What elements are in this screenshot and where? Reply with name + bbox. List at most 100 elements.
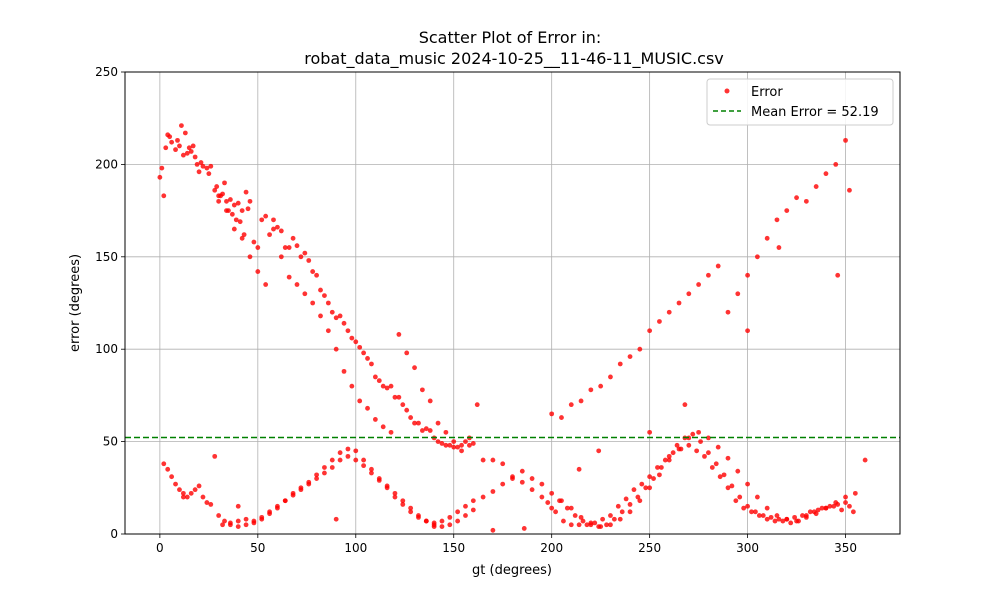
- error-point: [416, 420, 421, 426]
- error-point: [329, 309, 335, 315]
- error-point: [233, 217, 239, 223]
- error-point: [263, 282, 269, 287]
- error-point: [400, 502, 406, 507]
- error-point: [222, 180, 227, 186]
- error-point: [325, 328, 331, 334]
- error-point: [561, 518, 566, 524]
- error-point: [235, 518, 241, 524]
- error-point: [419, 387, 425, 393]
- x-tick-label: 200: [540, 541, 563, 555]
- error-point: [208, 163, 214, 169]
- error-point: [657, 472, 662, 478]
- error-point: [333, 315, 339, 321]
- error-point: [204, 165, 210, 171]
- error-point: [235, 200, 241, 206]
- error-point: [404, 407, 410, 413]
- error-point: [588, 387, 594, 393]
- error-point: [745, 328, 750, 334]
- error-point: [443, 429, 449, 435]
- error-point: [267, 509, 272, 515]
- legend-label-mean: Mean Error = 52.19: [751, 105, 879, 120]
- error-point: [204, 500, 210, 505]
- error-point: [447, 522, 453, 528]
- x-tick-label: 50: [250, 541, 265, 555]
- error-point: [179, 123, 184, 128]
- error-point: [553, 509, 558, 515]
- error-point: [314, 476, 319, 481]
- error-point: [572, 513, 578, 518]
- error-point: [578, 514, 584, 520]
- error-point: [559, 415, 564, 420]
- error-point: [361, 463, 367, 469]
- error-point: [819, 505, 825, 511]
- error-point: [159, 165, 165, 171]
- error-point: [847, 187, 852, 193]
- error-point: [427, 398, 433, 404]
- error-point: [216, 198, 222, 204]
- error-point: [175, 137, 180, 143]
- error-point: [666, 457, 672, 463]
- error-point: [337, 450, 343, 456]
- error-point: [772, 518, 778, 524]
- error-point: [369, 470, 374, 476]
- error-point: [713, 461, 719, 467]
- x-tick-label: 0: [156, 541, 164, 555]
- error-point: [500, 461, 506, 467]
- error-point: [721, 472, 727, 478]
- error-point: [408, 415, 414, 420]
- error-point: [318, 313, 323, 319]
- error-point: [361, 350, 367, 356]
- error-point: [745, 272, 750, 278]
- error-point: [833, 162, 839, 167]
- error-point: [754, 254, 760, 260]
- error-point: [545, 500, 551, 505]
- error-point: [839, 507, 845, 513]
- error-point: [302, 291, 308, 297]
- error-point: [568, 522, 574, 528]
- error-point: [774, 513, 780, 518]
- error-point: [655, 465, 660, 470]
- error-point: [619, 509, 625, 515]
- error-point: [161, 461, 167, 467]
- error-point: [198, 160, 204, 165]
- error-point: [760, 513, 766, 518]
- error-point: [310, 300, 316, 306]
- error-point: [206, 171, 212, 177]
- error-point: [245, 206, 251, 212]
- error-point: [459, 448, 464, 454]
- error-point: [404, 350, 410, 356]
- error-point: [735, 468, 741, 474]
- error-point: [480, 494, 486, 500]
- error-point: [670, 450, 676, 456]
- error-point: [239, 208, 245, 214]
- error-point: [396, 332, 402, 337]
- error-point: [631, 487, 637, 493]
- error-point: [392, 494, 398, 500]
- error-point: [388, 383, 394, 389]
- error-point: [412, 365, 417, 371]
- error-point: [568, 402, 574, 408]
- error-point: [169, 139, 175, 145]
- error-point: [637, 346, 643, 352]
- error-point: [725, 455, 731, 461]
- error-point: [180, 490, 186, 496]
- error-point: [322, 293, 327, 299]
- legend-label-error: Error: [751, 85, 783, 100]
- error-point: [702, 453, 707, 459]
- error-point: [733, 498, 739, 504]
- plot-frame: [124, 71, 901, 535]
- axis-ticks: 0 50 100 150 200 250 300 350 0 50 100 150 200 250: [95, 65, 857, 555]
- error-point: [564, 505, 570, 511]
- error-point: [278, 254, 284, 260]
- error-point: [784, 516, 790, 522]
- error-point: [222, 518, 227, 524]
- error-point: [823, 505, 829, 511]
- error-point: [490, 457, 496, 463]
- error-point: [349, 335, 355, 341]
- error-point: [392, 490, 398, 496]
- y-tick-label: 50: [103, 435, 118, 449]
- error-point: [617, 361, 623, 367]
- error-point: [298, 487, 304, 493]
- error-point: [173, 481, 178, 487]
